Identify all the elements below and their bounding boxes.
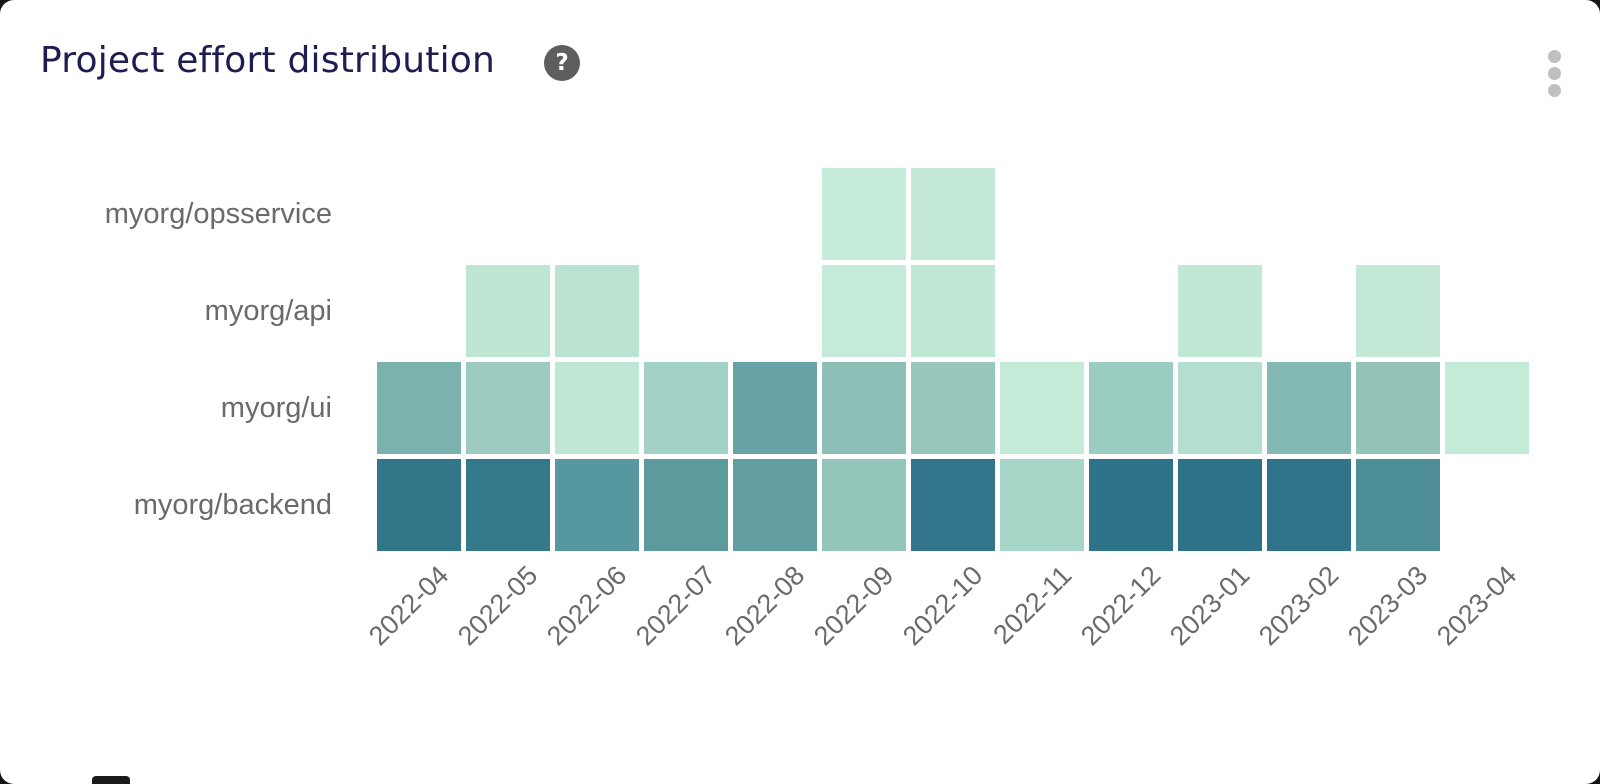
heatmap-cell-ui-2023-04[interactable] [1445,362,1529,454]
heatmap-cell-ui-2023-01[interactable] [1178,362,1262,454]
heatmap-cell-api-2022-06[interactable] [555,265,639,357]
heatmap-cell-api-2022-10[interactable] [911,265,995,357]
x-axis-label: 2023-04 [1430,560,1523,652]
x-axis-label: 2022-10 [896,560,989,652]
x-axis-label: 2022-07 [629,560,722,652]
heatmap-cell-ui-2022-05[interactable] [466,362,550,454]
x-axis-label: 2023-02 [1252,560,1345,652]
kebab-dot [1548,84,1561,97]
kebab-dot [1548,50,1561,63]
heatmap-cell-backend-2022-08[interactable] [733,459,817,551]
heatmap-cell-ui-2022-08[interactable] [733,362,817,454]
x-axis-label: 2022-06 [540,560,633,652]
heatmap-cell-api-2022-05[interactable] [466,265,550,357]
heatmap-cell-backend-2023-03[interactable] [1356,459,1440,551]
help-icon[interactable]: ? [544,45,580,81]
kebab-dot [1548,67,1561,80]
heatmap-cell-ui-2022-11[interactable] [1000,362,1084,454]
heatmap-cell-ui-2022-12[interactable] [1089,362,1173,454]
heatmap-cell-api-2022-09[interactable] [822,265,906,357]
y-axis-label: myorg/backend [133,488,332,521]
heatmap-cell-ui-2023-02[interactable] [1267,362,1351,454]
question-mark-glyph: ? [555,49,569,76]
y-axis-labels: myorg/opsservice myorg/api myorg/ui myorg/b… [0,168,332,551]
heatmap-cell-backend-2022-11[interactable] [1000,459,1084,551]
heatmap-cell-opsservice-2022-10[interactable] [911,168,995,260]
heatmap-cell-backend-2022-12[interactable] [1089,459,1173,551]
x-axis-label: 2022-05 [451,560,544,652]
x-axis-label: 2022-08 [718,560,811,652]
page-title: Project effort distribution [40,40,496,81]
heatmap-cell-ui-2022-04[interactable] [377,362,461,454]
heatmap-cell-backend-2022-04[interactable] [377,459,461,551]
kebab-menu-icon[interactable] [1546,48,1563,99]
heatmap-cell-backend-2022-05[interactable] [466,459,550,551]
x-axis-label: 2022-09 [807,560,900,652]
heatmap-cell-backend-2023-01[interactable] [1178,459,1262,551]
heatmap-cell-ui-2022-07[interactable] [644,362,728,454]
heatmap-cell-api-2023-01[interactable] [1178,265,1262,357]
bottom-edge-artifact [92,776,130,784]
heatmap-cell-ui-2023-03[interactable] [1356,362,1440,454]
heatmap-grid [377,168,1529,551]
heatmap-cell-ui-2022-06[interactable] [555,362,639,454]
heatmap-cell-backend-2022-10[interactable] [911,459,995,551]
heatmap-cell-backend-2022-09[interactable] [822,459,906,551]
heatmap-cell-api-2023-03[interactable] [1356,265,1440,357]
y-axis-label: myorg/ui [220,391,332,424]
heatmap-cell-ui-2022-09[interactable] [822,362,906,454]
x-axis-label: 2022-12 [1074,560,1167,652]
y-axis-label: myorg/api [204,294,332,327]
heatmap-cell-ui-2022-10[interactable] [911,362,995,454]
x-axis-label: 2023-03 [1341,560,1434,652]
x-axis-label: 2022-04 [362,560,455,652]
heatmap-cell-backend-2022-07[interactable] [644,459,728,551]
x-axis-label: 2023-01 [1163,560,1256,652]
heatmap-cell-backend-2023-02[interactable] [1267,459,1351,551]
y-axis-label: myorg/opsservice [104,197,332,230]
heatmap-cell-opsservice-2022-09[interactable] [822,168,906,260]
x-axis-label: 2022-11 [987,560,1078,650]
heatmap-cell-backend-2022-06[interactable] [555,459,639,551]
